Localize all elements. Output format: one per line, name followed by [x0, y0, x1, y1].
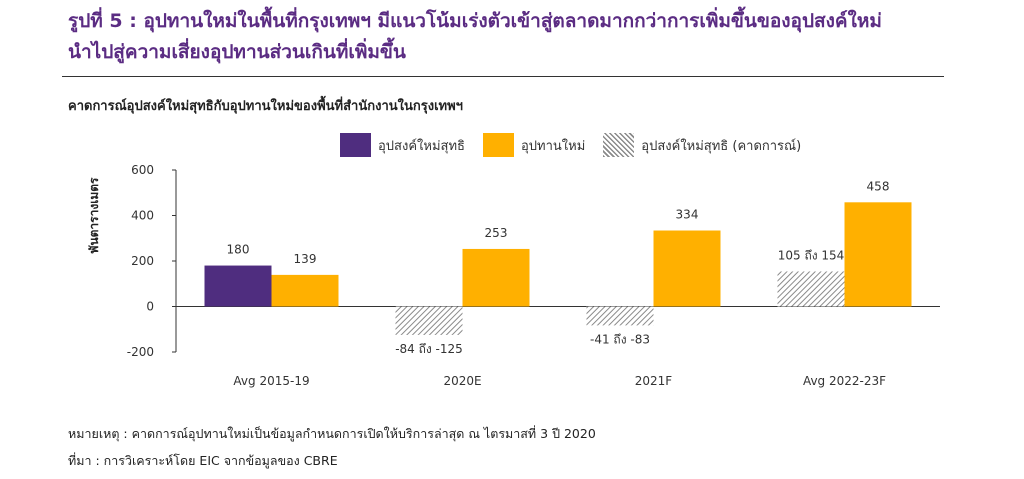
x-category-label: Avg 2022-23F [803, 374, 886, 388]
x-category-label: Avg 2015-19 [233, 374, 309, 388]
bar-new-supply [271, 274, 339, 307]
y-tick-label: 0 [146, 300, 154, 314]
data-label-new-supply: 458 [867, 179, 890, 193]
legend-label-net-demand: อุปสงค์ใหม่สุทธิ [378, 138, 465, 154]
data-label-new-supply: 139 [294, 252, 317, 266]
figure-title-line-2: นำไปสู่ความเสี่ยงอุปทานส่วนเกินที่เพิ่มข… [68, 41, 406, 63]
legend-swatch-forecast-demand [603, 133, 635, 157]
legend-swatch-new-supply [482, 133, 514, 157]
bar-forecast-net-demand [395, 306, 463, 335]
title-divider [62, 76, 944, 77]
figure-title-line-1: รูปที่ 5 : อุปทานใหม่ในพื้นที่กรุงเทพฯ ม… [68, 10, 882, 32]
bar-new-supply [844, 202, 912, 307]
y-tick-label: 400 [131, 209, 154, 223]
legend-item-new-supply: อุปทานใหม่ [482, 133, 586, 157]
chart-remark: หมายเหตุ : คาดการณ์อุปทานใหม่เป็นข้อมูลก… [68, 426, 596, 441]
legend-label-new-supply: อุปทานใหม่ [520, 138, 586, 154]
legend-label-forecast-demand: อุปสงค์ใหม่สุทธิ (คาดการณ์) [641, 138, 802, 154]
y-tick-label: 600 [131, 163, 154, 177]
bar-new-supply [462, 248, 530, 307]
legend-item-forecast-demand: อุปสงค์ใหม่สุทธิ (คาดการณ์) [603, 133, 801, 157]
bar-forecast-net-demand [777, 271, 845, 307]
data-label-forecast-net-demand: 105 ถึง 154 [778, 248, 845, 262]
chart-title: คาดการณ์อุปสงค์ใหม่สุทธิกับอุปทานใหม่ของ… [68, 99, 463, 114]
x-category-label: 2020E [443, 374, 481, 388]
chart-legend: อุปสงค์ใหม่สุทธิ อุปทานใหม่ อุปสงค์ใหม่ส… [340, 133, 819, 157]
legend-item-net-demand: อุปสงค์ใหม่สุทธิ [340, 133, 465, 157]
y-tick-label: -200 [127, 345, 154, 359]
data-label-net-demand: 180 [227, 243, 250, 257]
y-axis-title: พันตารางเมตร [87, 177, 101, 253]
chart-source: ที่มา : การวิเคราะห์โดย EIC จากข้อมูลของ… [68, 453, 338, 468]
data-label-new-supply: 334 [676, 208, 699, 222]
bar-new-supply [653, 230, 721, 307]
data-label-new-supply: 253 [485, 226, 508, 240]
bar-forecast-net-demand [586, 306, 654, 326]
y-tick-label: 200 [131, 254, 154, 268]
legend-swatch-net-demand [340, 133, 371, 157]
data-label-forecast-net-demand: -84 ถึง -125 [395, 342, 463, 356]
x-category-label: 2021F [635, 374, 673, 388]
bar-net-demand [204, 265, 272, 307]
data-label-forecast-net-demand: -41 ถึง -83 [590, 332, 650, 346]
figure-title: รูปที่ 5 : อุปทานใหม่ในพื้นที่กรุงเทพฯ ม… [68, 6, 968, 68]
